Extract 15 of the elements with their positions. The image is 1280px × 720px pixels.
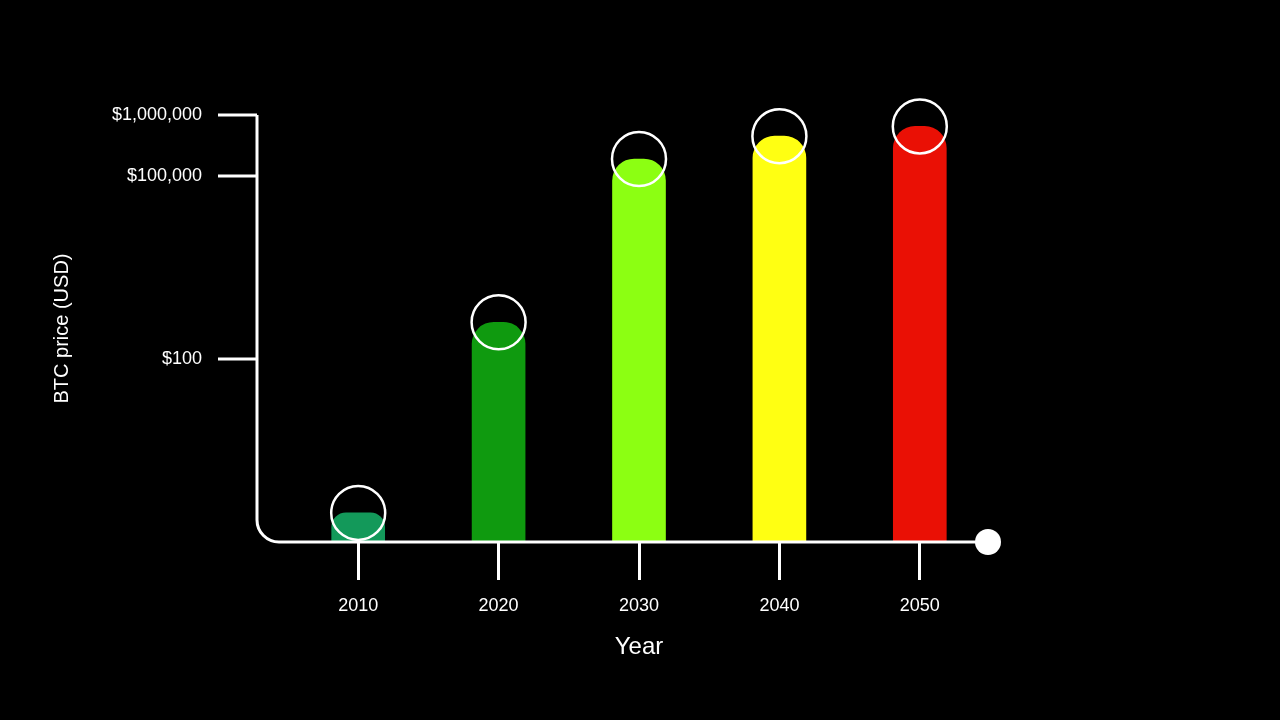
point — [470, 294, 527, 351]
y-tick-label: $100,000 — [126, 164, 202, 185]
y-tick-label: $1,000,000 — [111, 103, 202, 124]
point — [610, 130, 668, 188]
x-axis-title: Year — [614, 632, 664, 660]
x-tick-label: 2010 — [338, 594, 379, 615]
x-tick-label: 2050 — [899, 594, 940, 615]
y-tick-label: $100 — [161, 347, 202, 368]
x-tick-label: 2020 — [478, 594, 519, 615]
x-tick-label: 2040 — [759, 594, 800, 615]
point — [891, 98, 949, 155]
y-axis-title: BTC price (USD) — [49, 253, 72, 404]
point — [329, 484, 387, 542]
x-tick-label: 2030 — [618, 594, 660, 615]
point — [751, 107, 808, 165]
